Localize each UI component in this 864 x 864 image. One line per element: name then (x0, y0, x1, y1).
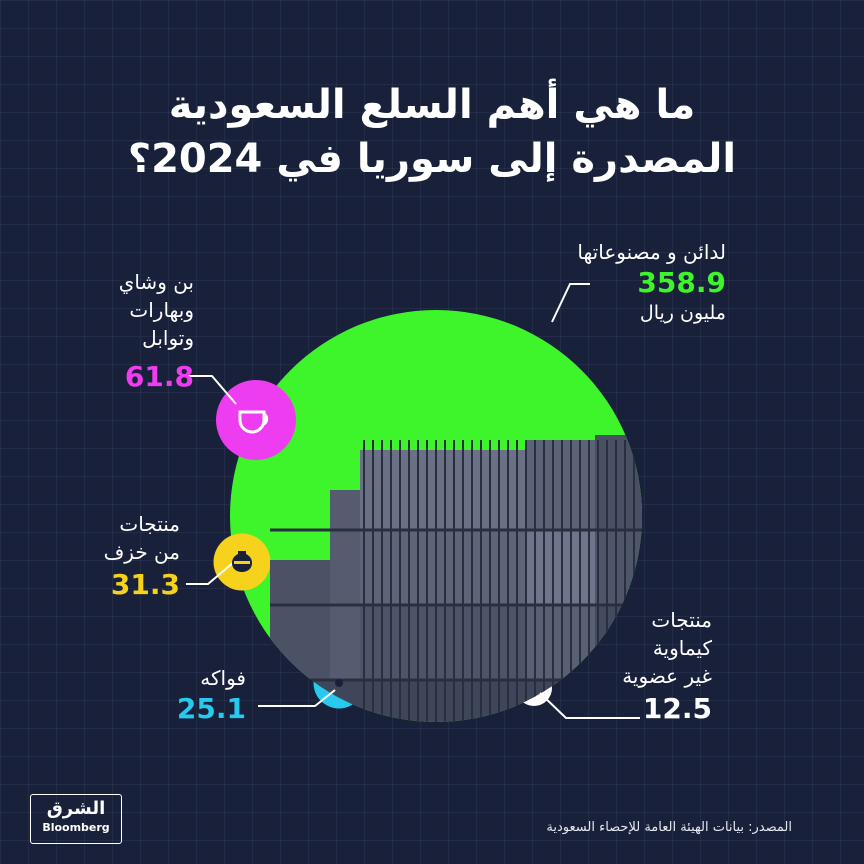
label-ceramic-line1: منتجات (119, 512, 180, 536)
asharq-bloomberg-logo: الشرق Bloomberg (30, 794, 122, 844)
vase-icon (232, 551, 252, 572)
label-chemicals: منتجات كيماوية غير عضوية 12.5 (622, 606, 712, 726)
label-coffee-line3: وتوابل (142, 326, 194, 350)
title-line-2: المصدرة إلى سوريا في 2024؟ (127, 136, 737, 182)
value-ceramic: 31.3 (110, 568, 180, 601)
value-chemicals: 12.5 (642, 692, 712, 725)
label-chemicals-line3: غير عضوية (622, 664, 712, 688)
label-ceramic-line2: من خزف (103, 540, 180, 564)
value-coffee: 61.8 (124, 360, 194, 393)
value-plastics: 358.9 (637, 266, 726, 299)
label-plastics-name: لدائن و مصنوعاتها (577, 240, 726, 264)
leader-line-plastics (551, 283, 590, 323)
label-fruits-line1: فواكه (200, 666, 246, 690)
leader-line-ceramic (186, 561, 235, 585)
logo-arabic: الشرق (46, 798, 106, 819)
unit-plastics: مليون ريال (639, 302, 726, 324)
logo-english: Bloomberg (42, 821, 110, 834)
leader-line-chemicals (539, 692, 640, 719)
leader-line-fruits (258, 689, 336, 707)
label-chemicals-line2: كيماوية (652, 636, 712, 660)
label-coffee: بن وشاي وبهارات وتوابل 61.8 (119, 268, 194, 394)
slice-coffee (216, 380, 296, 460)
label-chemicals-line1: منتجات (651, 608, 712, 632)
label-coffee-line1: بن وشاي (118, 270, 194, 294)
chart-title: ما هي أهم السلع السعودية المصدرة إلى سور… (60, 78, 804, 186)
source-note: المصدر: بيانات الهيئة العامة للإحصاء الس… (546, 820, 792, 835)
label-ceramic: منتجات من خزف 31.3 (104, 510, 180, 602)
label-plastics: لدائن و مصنوعاتها 358.9 مليون ريال (577, 238, 726, 326)
label-fruits: فواكه 25.1 (177, 664, 246, 726)
title-line-1: ما هي أهم السلع السعودية (168, 82, 696, 128)
fruit-icon (335, 679, 343, 687)
cup-icon (238, 410, 269, 434)
leader-line-coffee (186, 375, 237, 405)
label-coffee-line2: وبهارات (129, 298, 194, 322)
value-fruits: 25.1 (176, 692, 246, 725)
